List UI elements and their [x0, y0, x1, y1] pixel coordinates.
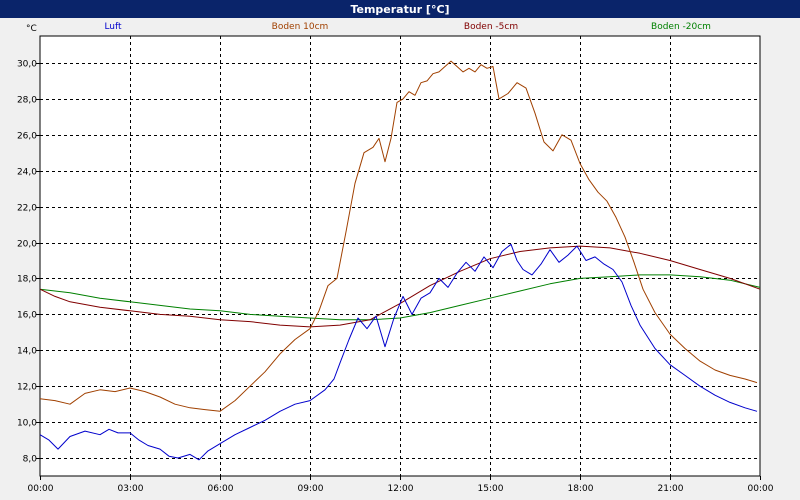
series-line-boden-10cm	[39, 60, 758, 412]
x-tick-time-label: 21:00	[658, 484, 684, 494]
y-tick-label: 10,0	[17, 419, 37, 429]
x-tick-time-label: 00:00	[748, 484, 774, 494]
y-tick-label: 18,0	[17, 275, 37, 285]
y-tick-label: 14,0	[17, 347, 37, 357]
y-tick-label: 16,0	[17, 311, 37, 321]
series-line-boden-20cm	[39, 274, 761, 321]
window-titlebar: Temperatur [°C]	[0, 0, 800, 18]
legend-entry: Boden -5cm	[464, 22, 518, 32]
x-tick-time-label: 12:00	[388, 484, 414, 494]
axes: 8,0 10,0 12,0 14,0 16,0 18,0 20,0 22,0 24,0 26,0 2…	[17, 24, 774, 494]
y-tick-label: 20,0	[17, 240, 37, 250]
series-line-boden-5cm	[39, 245, 761, 328]
grid	[40, 36, 760, 476]
x-tick-time-label: 18:00	[568, 484, 594, 494]
y-tick-label: 8,0	[23, 455, 38, 465]
x-tick-time-label: 09:00	[298, 484, 324, 494]
y-unit-label: °C	[26, 24, 37, 34]
x-tick-time-label: 03:00	[118, 484, 144, 494]
legend-entry: Luft	[104, 22, 122, 32]
y-tick-label: 22,0	[17, 204, 37, 214]
x-tick-time-label: 15:00	[478, 484, 504, 494]
legend-entry: Boden -20cm	[651, 22, 711, 32]
y-tick-label: 30,0	[17, 60, 37, 70]
legend-entry: Boden 10cm	[272, 22, 329, 32]
y-tick-label: 26,0	[17, 132, 37, 142]
x-tick-time-label: 06:00	[208, 484, 234, 494]
legend: Luft Boden 10cm Boden -5cm Boden -20cm	[104, 22, 711, 32]
series-line-luft	[39, 243, 758, 461]
y-tick-label: 24,0	[17, 168, 37, 178]
x-tick-time-label: 00:00	[28, 484, 54, 494]
y-tick-label: 28,0	[17, 96, 37, 106]
temperature-chart: 8,0 10,0 12,0 14,0 16,0 18,0 20,0 22,0 24,0 26,0 2…	[0, 18, 800, 500]
window-title: Temperatur [°C]	[350, 2, 450, 16]
series-group	[39, 60, 761, 461]
y-tick-label: 12,0	[17, 383, 37, 393]
